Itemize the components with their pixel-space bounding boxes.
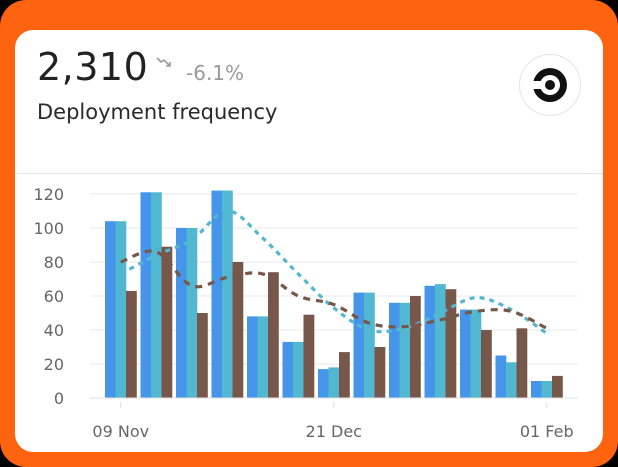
y-tick-label: 80 (44, 253, 64, 272)
x-tick-label: 09 Nov (92, 422, 149, 441)
metric-title: Deployment frequency (37, 100, 278, 124)
bar[interactable] (516, 328, 528, 398)
bar[interactable] (257, 316, 269, 398)
bar[interactable] (552, 375, 563, 398)
bar[interactable] (410, 296, 421, 398)
chart-canvas: 0 20 40 60 80 100 120 09 Nov 21 Dec 01 Feb (33, 185, 578, 441)
bar[interactable] (232, 262, 244, 398)
bar[interactable] (470, 309, 482, 398)
bar[interactable] (105, 221, 116, 398)
metric-card[interactable]: 2,310 -6.1% Deployment frequency 0 20 40 60… (15, 30, 603, 452)
bar[interactable] (445, 289, 457, 398)
trend-line (120, 209, 548, 335)
bar[interactable] (268, 272, 279, 398)
bar[interactable] (353, 292, 365, 398)
bar[interactable] (303, 314, 315, 398)
bar[interactable] (495, 355, 507, 399)
bar[interactable] (424, 285, 436, 398)
card-header: 2,310 -6.1% Deployment frequency (15, 30, 603, 174)
x-tick-label: 01 Feb (520, 422, 574, 441)
bar[interactable] (481, 330, 492, 398)
metric-value: 2,310 (37, 45, 149, 89)
bar[interactable] (282, 341, 294, 398)
y-tick-label: 0 (54, 389, 64, 408)
bar[interactable] (374, 347, 386, 398)
y-tick-label: 100 (33, 219, 64, 238)
bar[interactable] (339, 352, 350, 398)
bar[interactable] (186, 228, 198, 398)
bar[interactable] (126, 290, 137, 398)
x-tick-label: 21 Dec (306, 422, 362, 441)
bar[interactable] (435, 284, 446, 398)
bar[interactable] (115, 221, 127, 398)
bar[interactable] (328, 367, 340, 398)
deployment-chart: 0 20 40 60 80 100 120 09 Nov 21 Dec 01 Feb (15, 174, 603, 452)
circleci-logo-icon (519, 54, 581, 116)
bar[interactable] (211, 190, 223, 398)
bar[interactable] (247, 316, 258, 398)
bar[interactable] (399, 302, 411, 398)
y-tick-label: 40 (44, 321, 64, 340)
bar[interactable] (293, 341, 304, 398)
bar[interactable] (318, 369, 329, 398)
y-tick-label: 120 (33, 185, 64, 204)
trend-line (120, 249, 548, 330)
bar[interactable] (161, 246, 173, 398)
bar[interactable] (364, 292, 375, 398)
bar[interactable] (176, 228, 187, 398)
bar[interactable] (197, 313, 208, 398)
trend-down-icon (156, 57, 171, 67)
y-tick-label: 60 (44, 287, 64, 306)
change-percent: -6.1% (186, 61, 245, 85)
y-tick-label: 20 (44, 355, 64, 374)
bar[interactable] (506, 362, 517, 398)
bar[interactable] (531, 381, 542, 398)
bar[interactable] (140, 192, 152, 398)
bar[interactable] (151, 192, 162, 398)
bar[interactable] (541, 381, 553, 398)
bar[interactable] (222, 190, 233, 398)
bar[interactable] (389, 302, 400, 398)
bar[interactable] (460, 309, 471, 398)
